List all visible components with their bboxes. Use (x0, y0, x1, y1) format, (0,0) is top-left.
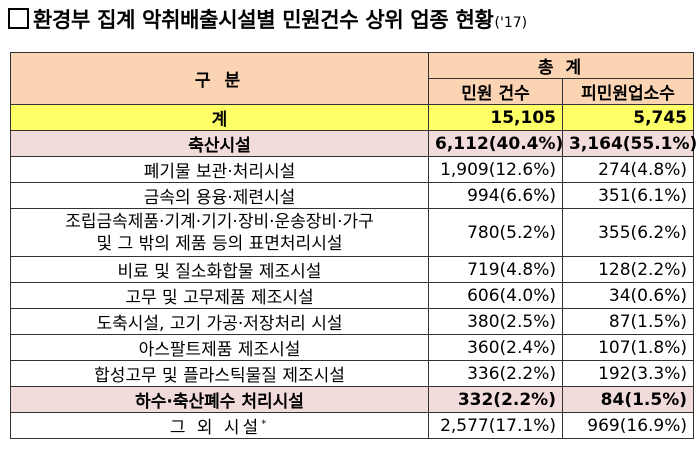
row-businesses: 351(6.1%) (561, 182, 695, 209)
row-label-text: 그 외 시설 (169, 418, 262, 438)
row-businesses: 3,164(55.1%) (561, 130, 697, 157)
row-businesses: 34(0.6%) (561, 282, 695, 309)
table-row: 금속의 용융·제련시설 994(6.6%) 351(6.1%) (10, 182, 695, 209)
footnote-marker: * (261, 418, 270, 430)
row-businesses: 969(16.9%) (561, 412, 695, 439)
table-row: 비료 및 질소화합물 제조시설 719(4.8%) 128(2.2%) (10, 256, 695, 283)
row-complaints: 336(2.2%) (428, 360, 563, 387)
table-row: 그 외 시설* 2,577(17.1%) 969(16.9%) (10, 412, 695, 439)
header-businesses: 피민원업소수 (561, 78, 695, 105)
header-category: 구 분 (10, 52, 429, 105)
row-label-text: 금속의 용융·제련시설 (143, 188, 296, 208)
row-label-text: 조립금속제품·기계·기기·장비·운송장비·가구 (65, 211, 374, 232)
row-label-text: 비료 및 질소화합물 제조시설 (117, 262, 322, 282)
row-label-text: 고무 및 고무제품 제조시설 (125, 288, 314, 308)
row-label-text: 폐기물 보관·처리시설 (143, 162, 296, 182)
total-businesses: 5,745 (561, 104, 695, 131)
row-label: 비료 및 질소화합물 제조시설 (10, 256, 429, 283)
row-label: 금속의 용융·제련시설 (10, 182, 429, 209)
row-complaints: 360(2.4%) (428, 334, 563, 361)
table-row: 폐기물 보관·처리시설 1,909(12.6%) 274(4.8%) (10, 156, 695, 183)
row-businesses: 355(6.2%) (561, 208, 695, 257)
row-label-text: 합성고무 및 플라스틱물질 제조시설 (94, 366, 345, 386)
total-label: 계 (10, 104, 429, 131)
title-year: ('17) (494, 15, 528, 31)
row-label-text: 축산시설 (188, 136, 251, 156)
row-businesses: 274(4.8%) (561, 156, 695, 183)
row-businesses: 107(1.8%) (561, 334, 695, 361)
row-label: 조립금속제품·기계·기기·장비·운송장비·가구 및 그 밖의 제품 등의 표면처리… (10, 208, 429, 257)
table-row: 도축시설, 고기 가공·저장처리 시설 380(2.5%) 87(1.5%) (10, 308, 695, 335)
row-label: 하수·축산폐수 처리시설 (10, 386, 429, 413)
row-complaints: 719(4.8%) (428, 256, 563, 283)
row-businesses: 87(1.5%) (561, 308, 695, 335)
row-label: 고무 및 고무제품 제조시설 (10, 282, 429, 309)
row-label: 폐기물 보관·처리시설 (10, 156, 429, 183)
table-row: 합성고무 및 플라스틱물질 제조시설 336(2.2%) 192(3.3%) (10, 360, 695, 387)
row-label-text-line2: 및 그 밖의 제품 등의 표면처리시설 (96, 233, 343, 254)
table-row: 하수·축산폐수 처리시설 332(2.2%) 84(1.5%) (10, 386, 695, 413)
row-label: 그 외 시설* (10, 412, 429, 439)
row-complaints: 606(4.0%) (428, 282, 563, 309)
row-complaints: 332(2.2%) (428, 386, 563, 413)
checkbox-square-icon (8, 8, 29, 29)
row-label: 축산시설 (10, 130, 429, 157)
row-complaints: 780(5.2%) (428, 208, 563, 257)
row-complaints: 2,577(17.1%) (428, 412, 563, 439)
row-businesses: 128(2.2%) (561, 256, 695, 283)
total-complaints: 15,105 (428, 104, 563, 131)
header-complaints: 민원 건수 (428, 78, 563, 105)
header-row-1: 구 분 총 계 (10, 52, 695, 105)
table-row: 고무 및 고무제품 제조시설 606(4.0%) 34(0.6%) (10, 282, 695, 309)
document-title: 환경부 집계 악취배출시설별 민원건수 상위 업종 현황 ('17) (8, 4, 698, 40)
complaints-table: 구 분 총 계 민원 건수 피민원업소수 계 15,105 5,745 축산시설… (10, 52, 697, 439)
table-body: 축산시설 6,112(40.4%) 3,164(55.1%) 폐기물 보관·처리시설 1… (10, 130, 697, 439)
row-complaints: 1,909(12.6%) (428, 156, 563, 183)
row-label: 합성고무 및 플라스틱물질 제조시설 (10, 360, 429, 387)
header-row-2: 민원 건수 피민원업소수 (11, 78, 695, 105)
row-complaints: 380(2.5%) (428, 308, 563, 335)
row-label-text: 하수·축산폐수 처리시설 (135, 392, 304, 412)
table-row: 축산시설 6,112(40.4%) 3,164(55.1%) (10, 130, 697, 157)
row-label: 도축시설, 고기 가공·저장처리 시설 (10, 308, 429, 335)
row-complaints: 6,112(40.4%) (428, 130, 563, 157)
row-label-text: 아스팔트제품 제조시설 (138, 340, 301, 360)
title-text: 환경부 집계 악취배출시설별 민원건수 상위 업종 현황 (33, 8, 494, 32)
row-businesses: 192(3.3%) (561, 360, 695, 387)
row-complaints: 994(6.6%) (428, 182, 563, 209)
row-label-text: 도축시설, 고기 가공·저장처리 시설 (96, 314, 343, 334)
total-row: 계 15,105 5,745 (10, 104, 695, 131)
header-total: 총 계 (427, 52, 695, 79)
row-label: 아스팔트제품 제조시설 (10, 334, 429, 361)
table-row: 아스팔트제품 제조시설 360(2.4%) 107(1.8%) (10, 334, 695, 361)
table-row: 조립금속제품·기계·기기·장비·운송장비·가구 및 그 밖의 제품 등의 표면처리… (10, 208, 695, 257)
row-businesses: 84(1.5%) (561, 386, 695, 413)
